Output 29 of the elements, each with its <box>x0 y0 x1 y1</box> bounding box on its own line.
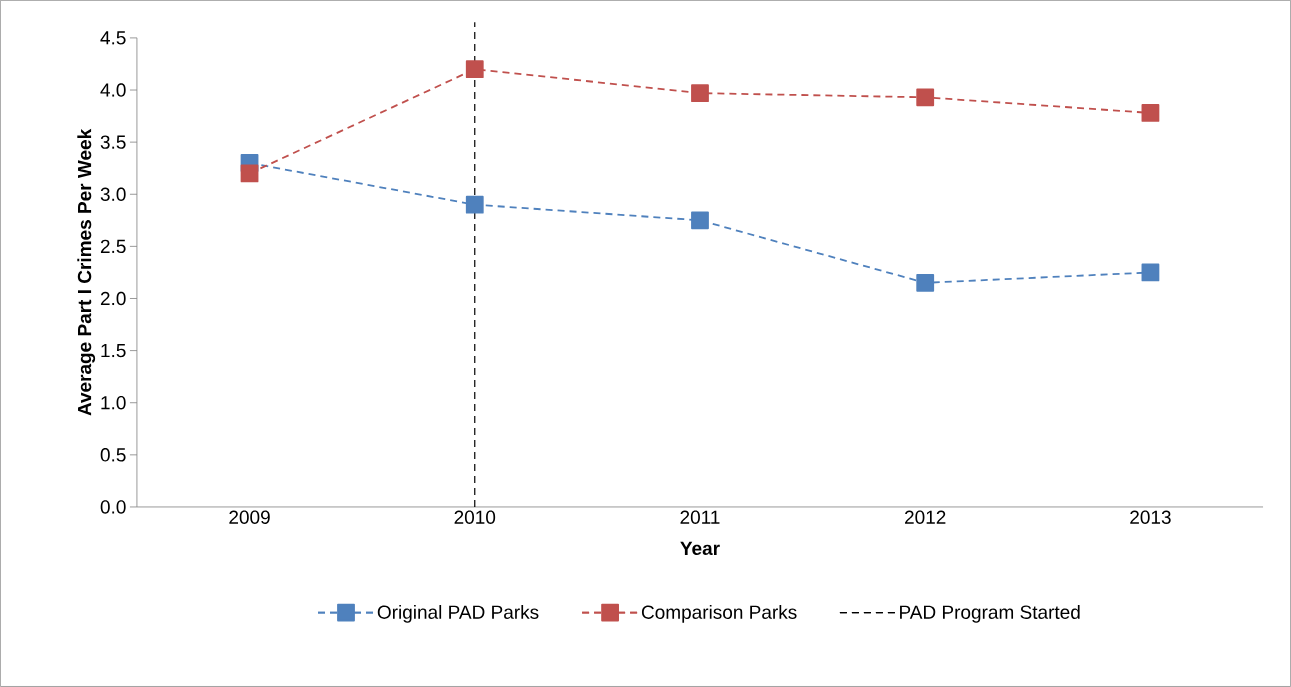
point <box>465 195 484 214</box>
x-tick-label: 2011 <box>680 510 720 524</box>
y-tick-label: 0.5 <box>100 448 126 462</box>
y-tick-label: 1.5 <box>101 344 126 358</box>
x-tick-label: 2009 <box>229 510 270 524</box>
point <box>916 88 935 107</box>
y-axis-title: Average Part I Crimes Per Week <box>77 128 96 416</box>
y-tick-label: 2.0 <box>100 291 126 306</box>
legend-label: Comparison Parks <box>641 605 797 623</box>
x-tick-label: 2010 <box>454 510 496 524</box>
point <box>1141 104 1160 122</box>
x-axis-title: Year <box>680 541 720 556</box>
x-tick-label: 2013 <box>1130 510 1171 524</box>
point <box>465 60 484 79</box>
point <box>691 211 709 230</box>
point <box>1141 263 1160 282</box>
x-tick-label: 2012 <box>905 510 946 524</box>
y-tick-label: 1.0 <box>101 396 126 410</box>
legend-label: PAD Program Started <box>900 605 1080 623</box>
point <box>691 84 709 103</box>
y-tick-label: 4.0 <box>100 83 126 97</box>
legend-label: Original PAD Parks <box>377 605 539 623</box>
y-tick-label: 0.0 <box>100 500 126 514</box>
y-tick-label: 3.5 <box>100 135 126 149</box>
y-tick-label: 2.5 <box>100 239 126 254</box>
y-tick-label: 4.5 <box>100 31 126 45</box>
y-tick-label: 3.0 <box>100 187 126 202</box>
point <box>240 164 259 183</box>
point <box>916 274 935 292</box>
